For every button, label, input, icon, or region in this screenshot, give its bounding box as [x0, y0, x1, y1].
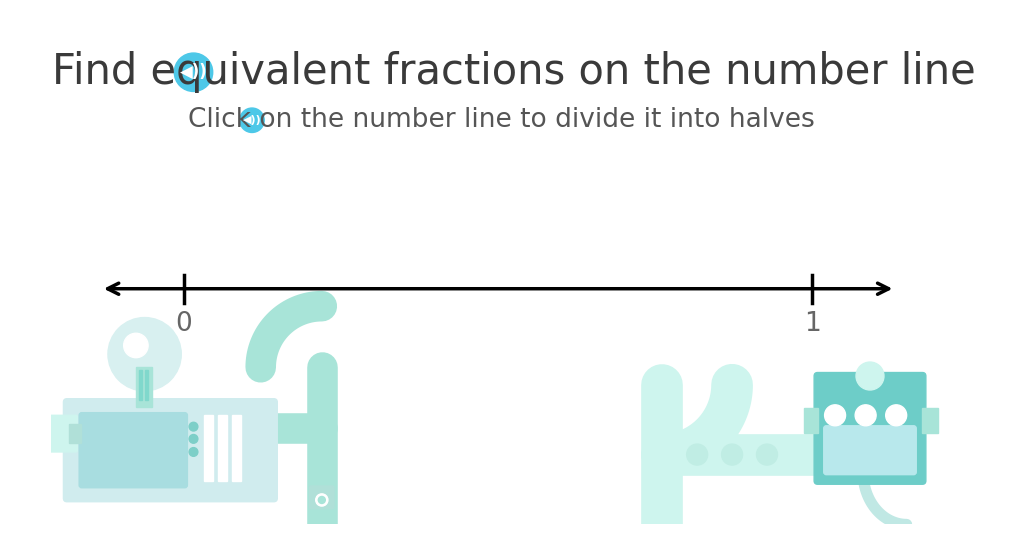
- Circle shape: [855, 405, 877, 426]
- Bar: [923, 408, 938, 433]
- FancyBboxPatch shape: [823, 426, 916, 475]
- Bar: [69, 424, 81, 443]
- Text: 0: 0: [175, 311, 193, 337]
- Circle shape: [174, 53, 213, 91]
- Bar: [138, 370, 142, 400]
- Circle shape: [687, 444, 708, 465]
- Bar: [144, 370, 148, 400]
- Bar: [136, 367, 152, 407]
- FancyBboxPatch shape: [79, 413, 187, 488]
- Circle shape: [757, 444, 777, 465]
- Text: Click on the number line to divide it into halves: Click on the number line to divide it in…: [188, 108, 815, 133]
- Text: 1: 1: [804, 311, 821, 337]
- Text: Find equivalent fractions on the number line: Find equivalent fractions on the number …: [52, 52, 976, 94]
- FancyBboxPatch shape: [309, 486, 334, 508]
- FancyBboxPatch shape: [63, 399, 278, 502]
- Circle shape: [189, 435, 198, 443]
- Text: ◀)): ◀)): [179, 63, 208, 81]
- Circle shape: [318, 497, 326, 503]
- Bar: [218, 416, 226, 481]
- Circle shape: [886, 405, 906, 426]
- Circle shape: [856, 362, 884, 390]
- Circle shape: [824, 405, 846, 426]
- Bar: [231, 416, 241, 481]
- Circle shape: [108, 318, 181, 391]
- Circle shape: [240, 108, 264, 133]
- Circle shape: [189, 447, 198, 456]
- Circle shape: [315, 494, 328, 506]
- Circle shape: [124, 333, 148, 358]
- FancyBboxPatch shape: [49, 416, 78, 452]
- Circle shape: [189, 422, 198, 431]
- Circle shape: [722, 444, 742, 465]
- Bar: [204, 416, 213, 481]
- Text: ◀)): ◀)): [243, 115, 261, 125]
- Bar: [804, 408, 817, 433]
- FancyBboxPatch shape: [814, 372, 926, 484]
